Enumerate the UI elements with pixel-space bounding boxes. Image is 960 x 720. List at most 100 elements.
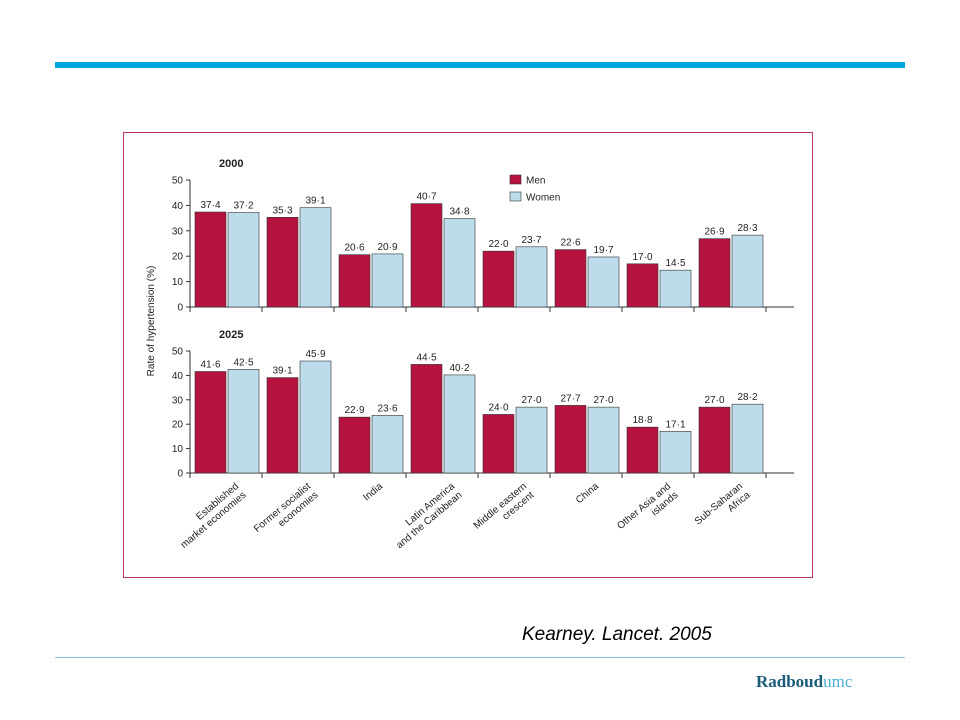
data-label-2000-men: 37·4 <box>200 200 220 211</box>
data-label-2000-men: 40·7 <box>416 192 436 203</box>
bar-2000-women <box>587 256 620 308</box>
data-label-2025-women: 42·5 <box>233 357 253 368</box>
y-tick-label: 20 <box>172 420 184 431</box>
data-label-2000-women: 39·1 <box>305 196 325 207</box>
category-label-line: China <box>574 481 601 507</box>
data-label-2025-men: 24·0 <box>488 402 508 413</box>
footer-divider <box>55 657 905 658</box>
legend-label-men: Men <box>526 176 545 187</box>
data-label-2000-women: 34·8 <box>449 207 469 218</box>
bar-2025-women <box>227 369 260 474</box>
y-tick-label: 10 <box>172 277 184 288</box>
bar-2000-women <box>659 269 692 308</box>
data-label-2000-men: 35·3 <box>272 205 292 216</box>
bar-2000-men <box>554 249 587 308</box>
category-label: Other Asia andislands <box>615 481 680 541</box>
bar-2000-women <box>371 253 404 308</box>
citation: Kearney. Lancet. 2005 <box>522 624 712 645</box>
data-label-2025-women: 27·0 <box>521 395 541 406</box>
bar-2000-women <box>731 234 764 308</box>
legend-swatch-women <box>509 191 522 202</box>
y-tick-label: 10 <box>172 444 184 455</box>
legend-label-women: Women <box>526 193 560 204</box>
data-label-2025-women: 23·6 <box>377 403 397 414</box>
y-tick-label: 40 <box>172 201 184 212</box>
data-label-2000-women: 23·7 <box>521 235 541 246</box>
bar-2025-women <box>443 374 476 474</box>
bar-2000-women <box>515 246 548 308</box>
bar-2025-women <box>659 430 692 474</box>
data-label-2000-women: 20·9 <box>377 242 397 253</box>
category-label: India <box>361 481 385 504</box>
panel-title-2025: 2025 <box>219 329 243 341</box>
data-label-2025-women: 28·2 <box>737 392 757 403</box>
data-label-2000-women: 28·3 <box>737 223 757 234</box>
data-label-2000-women: 19·7 <box>593 245 613 256</box>
bar-2025-women <box>371 415 404 474</box>
category-label: Former socialisteconomies <box>252 481 321 544</box>
bar-2000-women <box>443 218 476 308</box>
bar-2025-women <box>731 403 764 474</box>
y-tick-label: 30 <box>172 395 184 406</box>
bar-2025-men <box>626 426 659 474</box>
bar-2025-men <box>338 416 371 474</box>
data-label-2025-women: 45·9 <box>305 349 325 360</box>
bar-2025-men <box>266 377 299 474</box>
chart-frame: 2000 0 10 20 30 40 50 37·4 35·3 20·6 40·7 22·0 22·6 1… <box>123 132 813 578</box>
y-tick-label: 50 <box>172 347 184 358</box>
bar-2000-men <box>266 217 299 308</box>
bar-2025-men <box>554 405 587 474</box>
data-label-2025-women: 27·0 <box>593 395 613 406</box>
data-label-2025-women: 17·1 <box>665 419 685 430</box>
y-tick-label: 30 <box>172 226 184 237</box>
bar-2000-men <box>626 263 659 308</box>
bar-2025-men <box>482 414 515 474</box>
bar-2025-men <box>698 406 731 474</box>
y-tick-label: 20 <box>172 252 184 263</box>
logo-part2: umc <box>823 672 853 691</box>
category-label: Middle easterncrescent <box>472 481 537 541</box>
data-label-2025-men: 44·5 <box>416 352 436 363</box>
header-accent-bar <box>55 62 905 68</box>
bar-2025-men <box>410 364 443 474</box>
data-label-2000-women: 14·5 <box>665 258 685 269</box>
bar-2000-men <box>482 250 515 308</box>
data-label-2025-men: 41·6 <box>200 359 220 370</box>
data-label-2000-men: 26·9 <box>704 227 724 238</box>
data-label-2025-men: 27·7 <box>560 393 580 404</box>
y-tick-label: 50 <box>172 176 184 187</box>
bar-2000-men <box>410 203 443 308</box>
category-label: Latin Americaand the Caribbean <box>387 481 465 551</box>
bar-2000-men <box>194 211 227 308</box>
y-tick-label: 40 <box>172 371 184 382</box>
category-label: Sub-SaharanAfrica <box>693 481 753 536</box>
data-label-2000-men: 22·0 <box>488 239 508 250</box>
y-tick-label: 0 <box>177 303 183 314</box>
data-label-2000-men: 20·6 <box>344 243 364 254</box>
bar-2025-women <box>299 360 332 474</box>
data-label-2000-men: 17·0 <box>632 252 652 263</box>
panel-title-2000: 2000 <box>219 158 243 170</box>
category-label: Establishedmarket economies <box>171 481 248 551</box>
data-label-2025-men: 18·8 <box>632 415 652 426</box>
data-label-2025-men: 39·1 <box>272 366 292 377</box>
bar-2025-men <box>194 371 227 474</box>
hypertension-chart: 2000 0 10 20 30 40 50 37·4 35·3 20·6 40·7 22·0 22·6 1… <box>146 158 794 551</box>
logo-part1: Radboud <box>756 672 824 691</box>
radboudumc-logo: Radboudumc <box>756 672 852 692</box>
bar-2025-women <box>515 406 548 474</box>
data-label-2025-men: 22·9 <box>344 405 364 416</box>
bar-2000-men <box>698 238 731 308</box>
category-label: China <box>574 481 601 507</box>
legend-swatch-men <box>509 174 522 185</box>
data-label-2000-men: 22·6 <box>560 238 580 249</box>
bar-2000-women <box>299 207 332 308</box>
y-tick-label: 0 <box>177 469 183 480</box>
category-label-line: India <box>361 481 385 504</box>
bar-2000-women <box>227 212 260 308</box>
data-label-2000-women: 37·2 <box>233 201 253 212</box>
bar-2000-men <box>338 254 371 308</box>
data-label-2025-men: 27·0 <box>704 395 724 406</box>
y-axis-label: Rate of hypertension (%) <box>146 266 157 377</box>
bar-2025-women <box>587 406 620 474</box>
